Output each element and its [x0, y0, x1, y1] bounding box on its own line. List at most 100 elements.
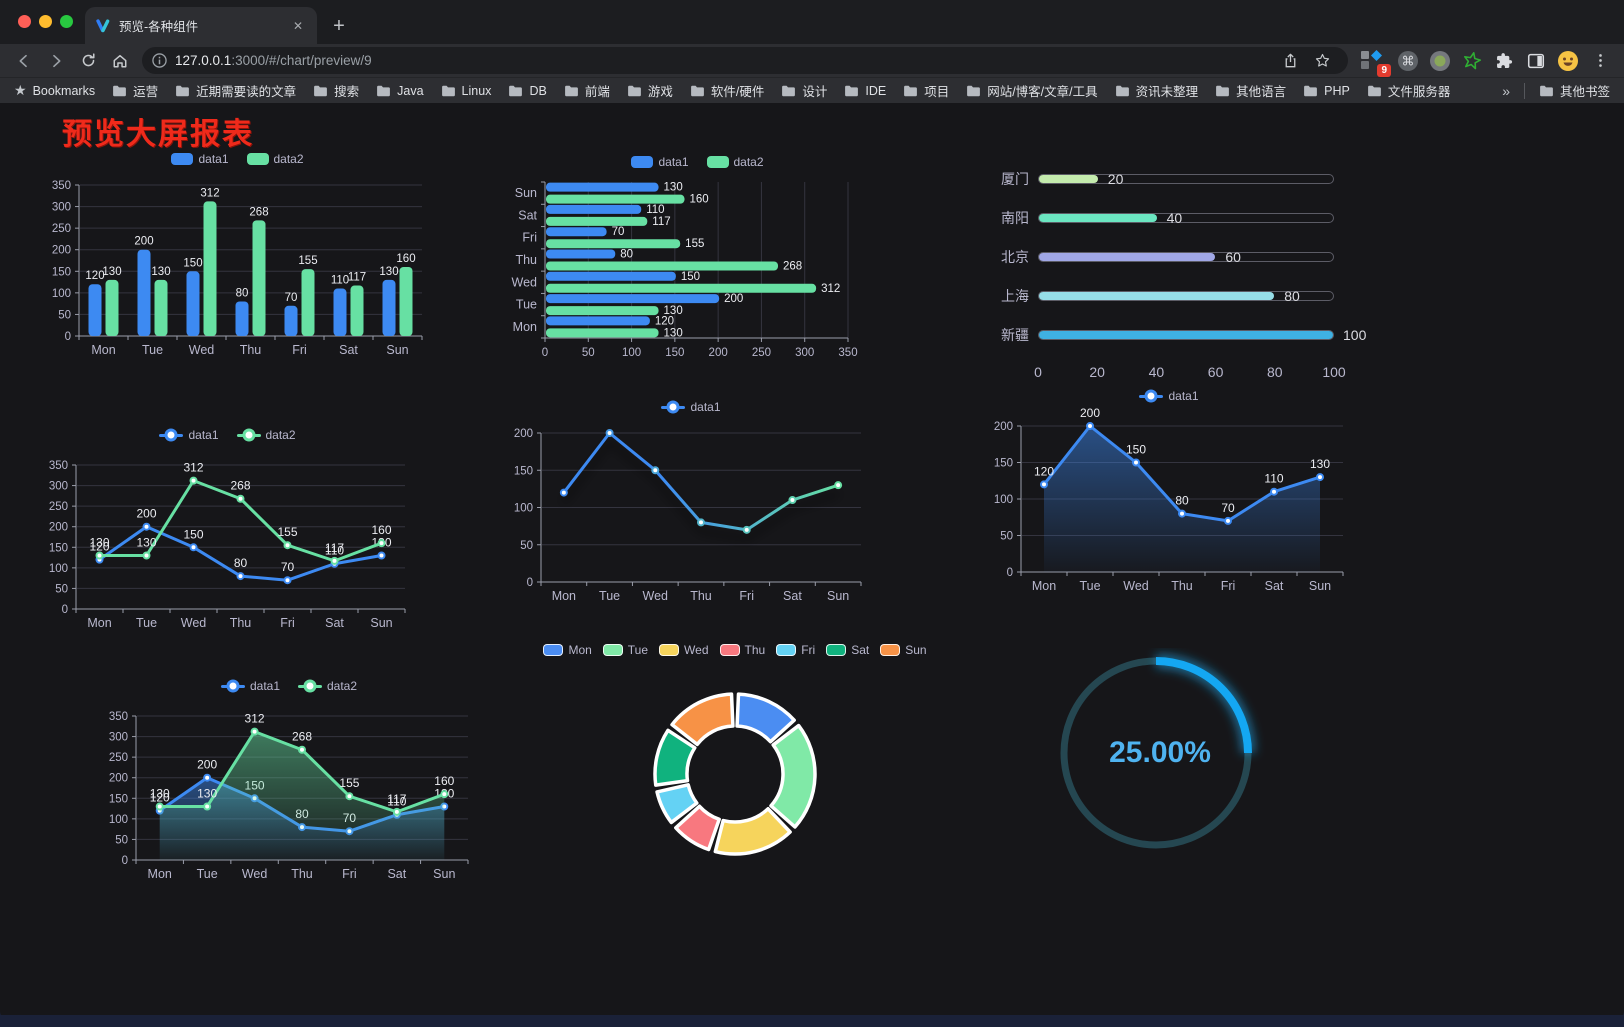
bookmark-folder[interactable]: 设计	[781, 81, 827, 100]
svg-text:Sat: Sat	[387, 867, 406, 881]
legend-item-data1[interactable]: data1	[220, 679, 280, 693]
other-bookmarks-folder[interactable]: 其他书签	[1539, 81, 1610, 100]
svg-text:200: 200	[514, 428, 533, 440]
bookmark-label: 游戏	[647, 85, 673, 99]
svg-text:200: 200	[994, 421, 1013, 433]
svg-text:Wed: Wed	[181, 616, 207, 630]
svg-text:150: 150	[514, 465, 533, 477]
line-chart-canvas: 0 50 100 150 200 250 300 350 Mon Tue Wed Thu Fri Sat S…	[49, 460, 406, 630]
svg-text:0: 0	[542, 347, 548, 359]
new-tab-button[interactable]: +	[333, 14, 345, 37]
svg-text:160: 160	[371, 523, 391, 537]
legend-item-data2[interactable]: data2	[298, 679, 357, 693]
bookmark-label: DB	[529, 83, 547, 98]
progress-value: 100	[1343, 327, 1367, 343]
maximize-window-button[interactable]	[60, 15, 73, 28]
svg-text:100: 100	[622, 347, 641, 359]
home-button[interactable]	[107, 48, 133, 74]
svg-text:350: 350	[52, 180, 71, 192]
bookmark-folder[interactable]: 运营	[112, 81, 158, 100]
bookmark-folder[interactable]: 项目	[903, 81, 949, 100]
minimize-window-button[interactable]	[39, 15, 52, 28]
legend-item-Wed[interactable]: Wed	[659, 643, 709, 657]
legend-item-Mon[interactable]: Mon	[543, 643, 592, 657]
legend-item-data2[interactable]: data2	[706, 155, 764, 169]
svg-text:80: 80	[234, 556, 248, 570]
back-button[interactable]	[11, 48, 37, 74]
legend-item-data1[interactable]: data1	[631, 155, 689, 169]
close-window-button[interactable]	[18, 15, 31, 28]
folder-icon	[845, 85, 859, 96]
svg-text:300: 300	[795, 347, 814, 359]
bookmark-folder[interactable]: 近期需要读的文章	[175, 81, 296, 100]
bookmark-folder[interactable]: DB	[508, 81, 547, 100]
extension-tab-manager[interactable]: 9	[1358, 47, 1391, 77]
legend-item-Sat[interactable]: Sat	[826, 643, 869, 657]
share-button[interactable]	[1277, 48, 1303, 74]
svg-text:350: 350	[49, 460, 68, 472]
svg-text:80: 80	[1175, 494, 1189, 508]
svg-text:130: 130	[664, 305, 683, 317]
bookmarks-root[interactable]: ★ Bookmarks	[14, 82, 95, 99]
svg-text:130: 130	[102, 266, 121, 278]
sidebar-toggle-button[interactable]	[1523, 48, 1549, 74]
bookmark-folder[interactable]: Linux	[441, 81, 491, 100]
legend-item-data1[interactable]: data1	[159, 428, 219, 442]
svg-text:50: 50	[115, 834, 128, 846]
svg-text:80: 80	[236, 287, 249, 299]
svg-text:80: 80	[620, 249, 633, 261]
legend-item-data1[interactable]: data1	[1139, 389, 1199, 403]
legend-item-data2[interactable]: data2	[236, 428, 296, 442]
line-chart-canvas: 0 50 100 150 200 Mon Tue Wed Thu Fri Sat Sun 120 200 1…	[994, 406, 1344, 593]
svg-text:70: 70	[1221, 501, 1235, 515]
svg-text:Fri: Fri	[280, 616, 295, 630]
bookmark-folder[interactable]: 前端	[564, 81, 610, 100]
bookmark-folder[interactable]: 软件/硬件	[690, 81, 764, 100]
legend-item-data1[interactable]: data1	[661, 400, 721, 414]
svg-text:Tue: Tue	[142, 343, 163, 357]
tab-title: 预览-各种组件	[119, 20, 199, 34]
bookmark-label: 近期需要读的文章	[196, 85, 297, 99]
legend-item-Fri[interactable]: Fri	[776, 643, 815, 657]
extension-command-button[interactable]: ⌘	[1395, 48, 1421, 74]
hbar-chart-canvas: 0 50 100 150 200 250 300 350 Mon Tue Wed Thu Fri Sat S…	[512, 181, 858, 359]
bookmark-folder[interactable]: 文件服务器	[1367, 81, 1450, 100]
svg-text:Sat: Sat	[339, 343, 358, 357]
line-chart-canvas: 0 50 100 150 200 Mon Tue Wed Thu Fri Sat Sun	[514, 428, 862, 603]
bookmark-folder[interactable]: PHP	[1303, 81, 1350, 100]
extension-recorder-button[interactable]	[1427, 48, 1453, 74]
bookmarks-overflow-button[interactable]: »	[1502, 82, 1510, 99]
address-bar[interactable]: 127.0.0.1:3000/#/chart/preview/9	[142, 47, 1348, 74]
svg-text:Mon: Mon	[91, 343, 115, 357]
bookmark-folder[interactable]: 网站/博客/文章/工具	[966, 81, 1098, 100]
folder-icon	[1367, 85, 1381, 96]
dashboard-page: 预览大屏报表 data1 data2 0 50 100 150 200 250 300 350 Mo…	[0, 103, 1624, 1021]
legend-item-data2[interactable]: data2	[246, 152, 304, 166]
menu-button[interactable]	[1587, 48, 1613, 74]
forward-button[interactable]	[43, 48, 69, 74]
bookmarks-divider	[1523, 82, 1525, 99]
bookmark-folder[interactable]: 资讯未整理	[1115, 81, 1198, 100]
reload-button[interactable]	[75, 48, 101, 74]
site-info-icon[interactable]	[152, 53, 167, 68]
legend-item-data1[interactable]: data1	[171, 152, 229, 166]
profile-avatar[interactable]	[1555, 48, 1581, 74]
legend-item-Thu[interactable]: Thu	[719, 643, 765, 657]
bookmark-folder[interactable]: IDE	[844, 81, 886, 100]
bookmark-folder[interactable]: 搜索	[313, 81, 359, 100]
svg-text:50: 50	[58, 309, 71, 321]
tab-close-button[interactable]: ✕	[292, 18, 304, 33]
svg-text:Mon: Mon	[148, 867, 172, 881]
bookmark-folder[interactable]: 其他语言	[1215, 81, 1286, 100]
extensions-button[interactable]	[1491, 48, 1517, 74]
progress-track: 40	[1038, 210, 1334, 226]
bookmark-folder[interactable]: 游戏	[627, 81, 673, 100]
legend-item-Sun[interactable]: Sun	[880, 643, 927, 657]
browser-tab[interactable]: 预览-各种组件 ✕	[85, 7, 317, 44]
extension-green-star-button[interactable]	[1459, 48, 1485, 74]
legend-item-Tue[interactable]: Tue	[602, 643, 648, 657]
folder-icon	[690, 85, 704, 96]
bookmark-folder[interactable]: Java	[376, 81, 424, 100]
bookmark-page-button[interactable]	[1309, 48, 1335, 74]
